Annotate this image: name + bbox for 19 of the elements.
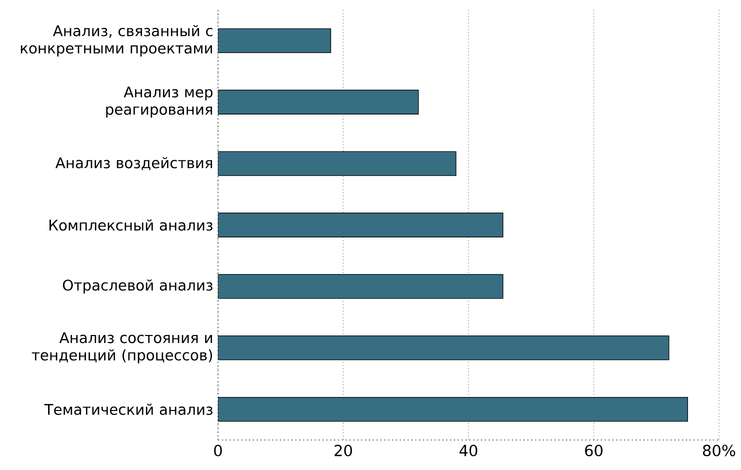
- x-tick-label: 80%: [703, 444, 736, 456]
- y-tick-label: Анализ воздействия: [55, 157, 212, 170]
- bar: [218, 274, 504, 299]
- y-tick-label: Анализ мер реагирования: [106, 86, 212, 118]
- y-tick-label: Тематический анализ: [44, 404, 212, 415]
- bar: [218, 151, 456, 176]
- x-tick-label: 0: [214, 444, 222, 456]
- bar: [218, 396, 688, 422]
- x-tick-label: 40: [459, 444, 478, 456]
- y-tick-label: Анализ, связанный с конкретными проектами: [20, 24, 212, 56]
- bar: [218, 90, 419, 114]
- x-tick-label: 60: [585, 444, 602, 456]
- y-tick-label: Отраслевой анализ: [62, 279, 212, 294]
- x-tick-label: 20: [334, 444, 352, 456]
- bar: [218, 212, 504, 238]
- bar: [218, 28, 332, 54]
- y-tick-label: Анализ состояния и тенденций (процессов): [32, 332, 212, 364]
- y-tick-label: Комплексный анализ: [50, 219, 212, 231]
- bar: [218, 336, 670, 360]
